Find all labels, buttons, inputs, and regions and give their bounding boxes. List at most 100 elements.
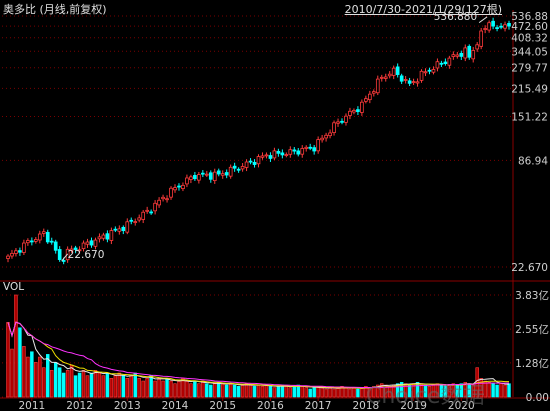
vol-ma10-line xyxy=(7,321,509,389)
candle-up xyxy=(145,209,149,212)
volume-bar xyxy=(483,380,487,398)
low-annotation-arrow xyxy=(61,253,69,262)
candle-up xyxy=(165,198,169,201)
candle-up xyxy=(189,176,193,180)
volume-bar xyxy=(352,387,356,398)
volume-bar xyxy=(117,372,122,398)
candle-up xyxy=(352,109,356,113)
volume-bar xyxy=(272,387,277,398)
volume-bar xyxy=(503,384,507,398)
volume-bar xyxy=(256,384,261,398)
volume-bar xyxy=(308,388,312,398)
candle-up xyxy=(451,54,456,57)
volume-bar xyxy=(10,348,14,398)
volume-bar xyxy=(85,375,90,398)
volume-bar xyxy=(113,375,118,398)
candle-up xyxy=(244,161,249,168)
volume-bar xyxy=(228,383,233,398)
volume-bar xyxy=(153,380,157,398)
candle-up xyxy=(212,171,217,182)
volume-bar xyxy=(145,378,149,398)
xaxis-year-label: 2011 xyxy=(18,400,45,411)
volume-bar xyxy=(220,383,225,398)
volume-bar xyxy=(280,384,285,398)
candle-up xyxy=(228,166,233,177)
volume-bar xyxy=(236,386,241,398)
candle-down xyxy=(18,250,22,253)
candle-up xyxy=(264,154,269,157)
volume-bar xyxy=(77,372,82,398)
volume-bar xyxy=(320,387,324,398)
volume-bar xyxy=(348,388,352,398)
candle-down xyxy=(439,62,444,65)
candle-down xyxy=(30,240,34,243)
candle-down xyxy=(232,165,237,169)
candle-down xyxy=(427,69,432,72)
candle-up xyxy=(435,61,440,69)
candle-up xyxy=(479,30,484,47)
volume-bar xyxy=(73,375,78,398)
candle-down xyxy=(224,172,229,176)
candle-up xyxy=(181,185,185,189)
volume-bar xyxy=(125,378,130,398)
volume-bar xyxy=(288,387,293,398)
price-tick-label: 536.88 xyxy=(511,11,548,23)
candle-down xyxy=(499,25,503,28)
volume-bar xyxy=(165,378,169,398)
candle-up xyxy=(483,28,487,30)
candle-down xyxy=(216,170,221,175)
candle-up xyxy=(371,91,376,94)
candle-up xyxy=(419,70,424,81)
candle-down xyxy=(252,161,257,165)
volume-bar xyxy=(403,383,408,398)
candle-up xyxy=(157,199,161,206)
vol-tick-label: 0.00 xyxy=(526,392,549,404)
candle-up xyxy=(348,110,352,116)
volume-bar xyxy=(252,386,257,398)
vol-tick-label: 1.28亿 xyxy=(515,357,549,370)
candle-up xyxy=(161,196,165,200)
candle-down xyxy=(395,66,400,75)
price-tick-label: 151.22 xyxy=(511,111,548,123)
volume-bar xyxy=(97,372,102,398)
volume-bar xyxy=(276,386,281,398)
candle-up xyxy=(109,230,114,241)
candle-down xyxy=(268,155,273,159)
volume-bar xyxy=(141,380,145,398)
volume-bar xyxy=(324,388,328,398)
candle-up xyxy=(360,101,364,113)
candle-up xyxy=(133,221,138,223)
volume-bar xyxy=(42,367,46,398)
volume-bar xyxy=(268,386,273,398)
volume-bar xyxy=(284,386,289,398)
volume-bar xyxy=(53,362,58,398)
date-range-label[interactable]: 2010/7/30-2021/1/29(127根) xyxy=(344,3,502,16)
candle-up xyxy=(332,122,336,133)
volume-bar xyxy=(395,383,400,398)
volume-bar xyxy=(248,384,253,398)
vol-tick-label: 3.83亿 xyxy=(515,289,549,302)
volume-bar xyxy=(399,382,404,398)
candle-down xyxy=(340,120,344,123)
volume-bar xyxy=(232,384,237,398)
candle-up xyxy=(85,241,90,245)
candle-up xyxy=(93,239,98,247)
candle-down xyxy=(105,233,110,240)
candle-up xyxy=(220,173,225,176)
price-tick-label: 472.60 xyxy=(511,21,548,33)
candle-up xyxy=(97,236,102,240)
volume-bar xyxy=(380,383,384,398)
volume-bar xyxy=(189,383,193,398)
candle-down xyxy=(507,23,511,27)
candle-up xyxy=(101,234,106,239)
candle-up xyxy=(316,139,320,152)
volume-bar xyxy=(296,384,300,398)
candle-down xyxy=(57,249,62,260)
chart-title: 奥多比 (月线,前复权) xyxy=(3,3,107,16)
candle-up xyxy=(10,252,14,257)
volume-bar xyxy=(443,386,448,398)
volume-bar xyxy=(224,384,229,398)
candle-down xyxy=(200,172,205,175)
candle-up xyxy=(415,81,420,84)
candle-up xyxy=(37,233,42,241)
